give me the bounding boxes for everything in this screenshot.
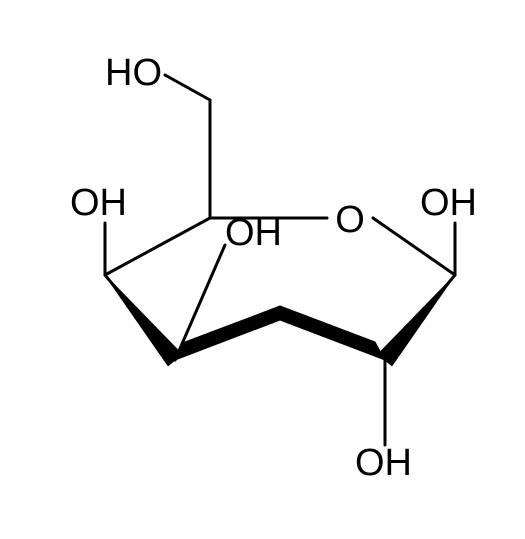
svg-text:HO: HO bbox=[105, 52, 162, 94]
atom-labels: O HO OH OH OH OH bbox=[70, 52, 477, 484]
svg-text:OH: OH bbox=[355, 442, 412, 484]
svg-text:OH: OH bbox=[420, 182, 477, 224]
molecule-diagram: O HO OH OH OH OH bbox=[0, 0, 525, 539]
bonds-bold bbox=[105, 275, 455, 366]
svg-text:OH: OH bbox=[70, 182, 127, 224]
svg-text:O: O bbox=[335, 199, 365, 241]
bonds-thin bbox=[105, 75, 455, 445]
svg-text:OH: OH bbox=[225, 212, 282, 254]
